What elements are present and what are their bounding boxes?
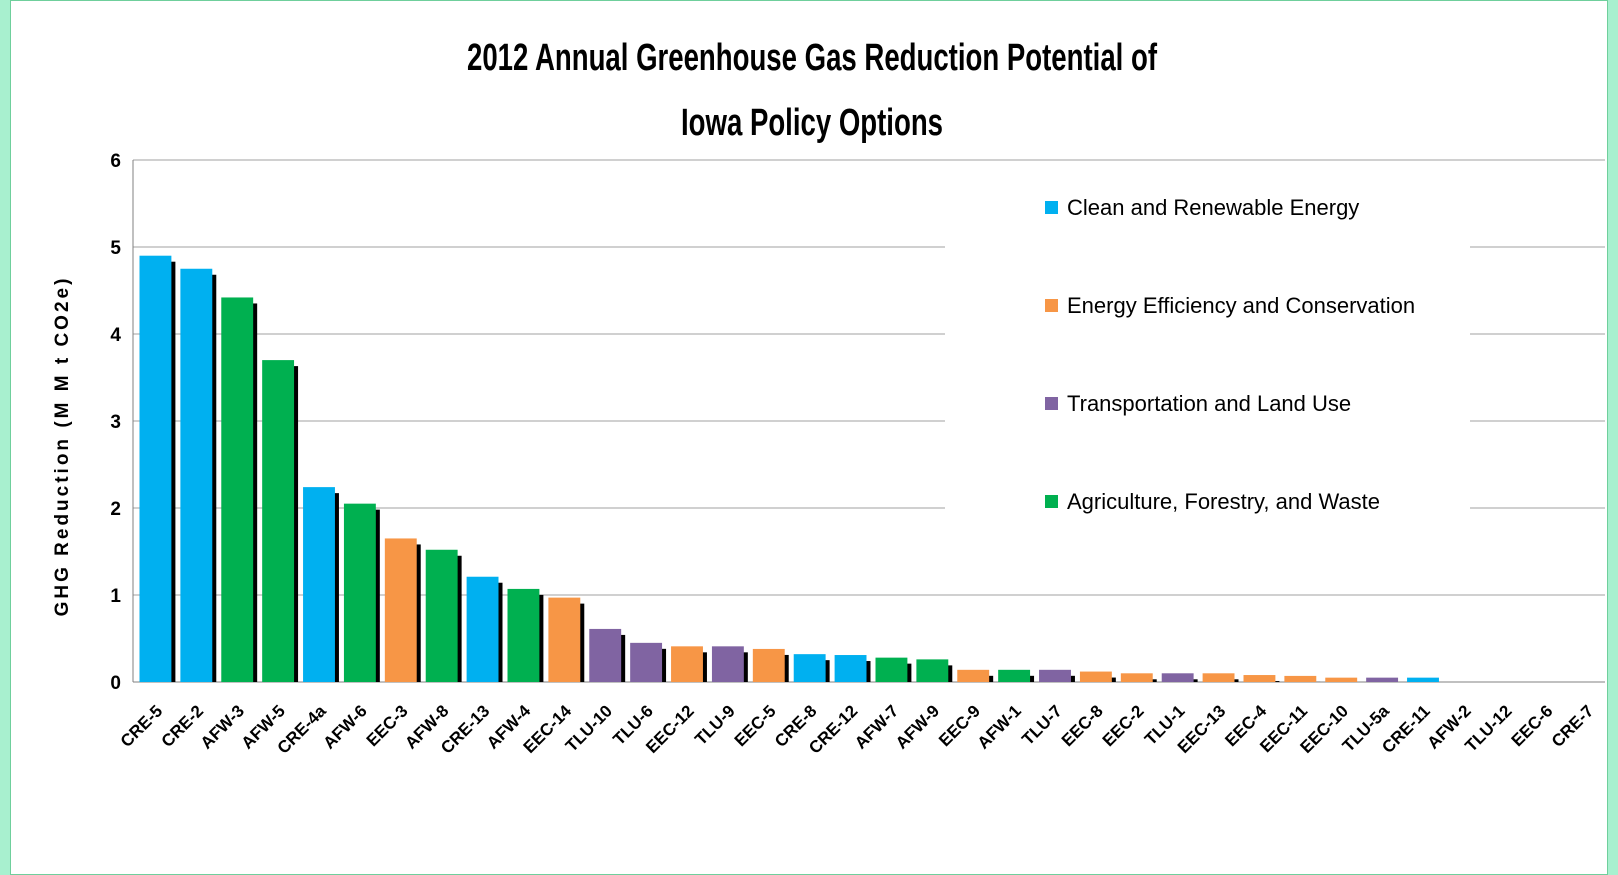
- bar: [1284, 675, 1317, 682]
- bar: [711, 646, 744, 682]
- y-tick-labels: 0 1 2 3 4 5 6: [110, 151, 121, 694]
- bar: [303, 487, 335, 682]
- bar: [752, 648, 785, 682]
- x-tick-label: TLU-9: [691, 701, 738, 748]
- bar: [834, 655, 867, 682]
- bar: [1079, 671, 1112, 682]
- bar: [793, 654, 826, 682]
- y-tick-label: 0: [110, 673, 121, 694]
- x-tick-label: AFW-3: [197, 701, 248, 752]
- x-tick-label: EEC-5: [731, 701, 780, 750]
- bar: [221, 297, 254, 682]
- chart-title-line-2: Iowa Policy Options: [681, 102, 943, 144]
- bar: [998, 669, 1031, 682]
- bar: [1407, 677, 1439, 682]
- bar: [425, 549, 458, 682]
- x-tick-label: TLU-10: [562, 701, 616, 755]
- y-tick-label: 3: [110, 412, 121, 433]
- bar: [1366, 677, 1399, 682]
- x-tick-labels: CRE-5CRE-2AFW-3AFW-5CRE-4aAFW-6EEC-3AFW-…: [117, 701, 1598, 758]
- x-tick-label: AFW-1: [974, 701, 1025, 752]
- bars: [139, 255, 1439, 682]
- x-tick-label: EEC-2: [1099, 701, 1148, 750]
- x-tick-label: CRE-7: [1548, 701, 1598, 751]
- x-tick-label: EEC-6: [1508, 701, 1557, 750]
- legend-label: Energy Efficiency and Conservation: [1067, 293, 1415, 318]
- bar: [180, 268, 213, 682]
- y-tick-label: 4: [110, 325, 121, 346]
- legend-swatch: [1045, 397, 1058, 410]
- bar: [343, 503, 376, 682]
- y-tick-label: 1: [110, 586, 121, 607]
- legend-swatch: [1045, 201, 1058, 214]
- y-tick-label: 5: [110, 238, 121, 259]
- x-tick-label: TLU-12: [1461, 701, 1515, 755]
- legend-label: Clean and Renewable Energy: [1067, 195, 1359, 220]
- x-tick-label: AFW-6: [319, 701, 370, 752]
- y-tick-label: 2: [110, 499, 121, 520]
- bar: [548, 597, 581, 682]
- legend-swatch: [1045, 299, 1058, 312]
- bar: [507, 588, 540, 682]
- bar: [1243, 675, 1276, 682]
- y-tick-label: 6: [110, 151, 121, 172]
- bar: [466, 576, 499, 682]
- bar: [1325, 677, 1358, 682]
- left-border: [0, 0, 10, 875]
- bar: [1161, 673, 1194, 682]
- bar: [630, 642, 663, 682]
- bar: [1202, 673, 1235, 682]
- bar: [957, 669, 990, 682]
- x-tick-label: AFW-9: [892, 701, 943, 752]
- chart-title: 2012 Annual Greenhouse Gas Reduction Pot…: [467, 37, 1157, 144]
- bar: [589, 628, 622, 682]
- legend-swatch: [1045, 495, 1058, 508]
- chart-title-line-1: 2012 Annual Greenhouse Gas Reduction Pot…: [467, 37, 1157, 79]
- bar: [1039, 669, 1071, 682]
- bar: [916, 659, 949, 682]
- legend-label: Agriculture, Forestry, and Waste: [1067, 489, 1380, 514]
- bar: [139, 255, 172, 682]
- y-axis-label: GHG Reduction (M M t CO2e): [52, 276, 73, 617]
- bar: [1120, 673, 1153, 682]
- x-tick-label: TLU-7: [1018, 701, 1065, 748]
- x-tick-label: CRE-5: [117, 701, 167, 751]
- bar: [384, 538, 417, 682]
- x-tick-label: AFW-7: [851, 701, 902, 752]
- x-tick-label: EEC-8: [1058, 701, 1107, 750]
- bar: [671, 646, 703, 682]
- bar: [262, 360, 295, 682]
- bar: [875, 657, 908, 682]
- right-border: [1608, 0, 1618, 875]
- legend-label: Transportation and Land Use: [1067, 391, 1351, 416]
- legend: Clean and Renewable Energy Energy Efficie…: [1045, 195, 1415, 514]
